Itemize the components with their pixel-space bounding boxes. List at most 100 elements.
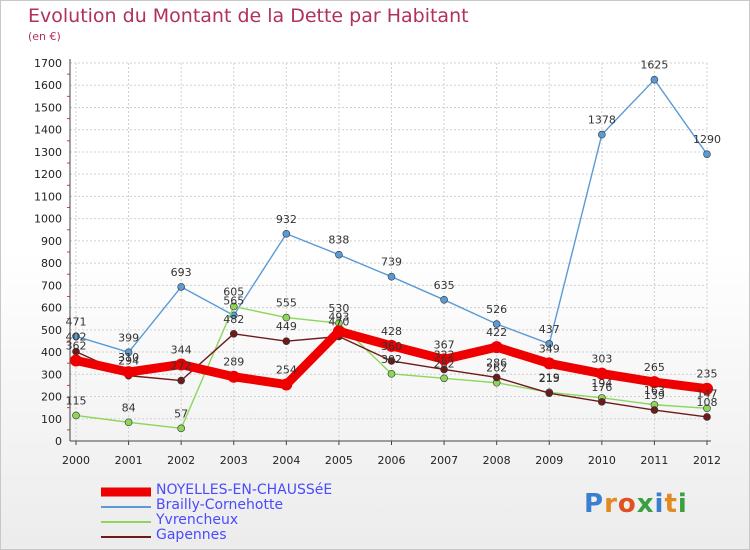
data-label-0: 493: [328, 310, 349, 323]
data-label-0: 303: [591, 353, 612, 366]
series-point-0: [701, 382, 713, 395]
data-label-0: 289: [223, 356, 244, 369]
data-label-3: 286: [486, 356, 507, 369]
data-label-0: 422: [486, 326, 507, 339]
data-label-3: 139: [644, 389, 665, 402]
x-tick-label: 2005: [325, 454, 353, 467]
data-label-2: 194: [591, 377, 612, 390]
series-point-1: [703, 150, 711, 158]
data-label-3: 294: [118, 355, 139, 368]
logo-letter: t: [664, 489, 678, 519]
data-label-1: 1378: [588, 114, 616, 127]
chart-unit: (en €): [28, 30, 61, 43]
data-label-2: 302: [381, 353, 402, 366]
series-point-0: [543, 357, 556, 370]
data-label-1: 565: [223, 294, 244, 307]
y-tick-label: 1400: [34, 124, 62, 137]
data-label-2: 163: [644, 384, 665, 397]
data-label-1: 932: [276, 213, 297, 226]
series-point-0: [438, 353, 451, 366]
series-point-0: [70, 354, 82, 367]
series-point-0: [595, 367, 608, 380]
series-point-2: [124, 418, 133, 427]
series-point-0: [332, 325, 345, 338]
data-label-2: 282: [434, 357, 455, 370]
x-tick-label: 2003: [220, 454, 248, 467]
x-tick-label: 2006: [378, 454, 406, 467]
series-point-1: [72, 332, 80, 341]
data-label-1: 1625: [640, 59, 668, 72]
series-point-1: [177, 283, 185, 291]
series-point-0: [385, 339, 398, 352]
series-point-0: [280, 378, 293, 391]
y-tick-label: 1200: [34, 168, 62, 181]
data-label-3: 482: [223, 313, 244, 326]
x-tick-label: 2011: [640, 454, 668, 467]
x-tick-label: 2002: [167, 454, 195, 467]
legend-label-1: Brailly-Cornehotte: [156, 497, 284, 513]
series-point-1: [598, 130, 606, 139]
legend-label-2: Yvrencheux: [156, 512, 239, 528]
data-label-2: 605: [223, 285, 244, 298]
logo-letter: P: [584, 489, 605, 519]
y-tick-label: 600: [41, 302, 62, 315]
data-label-0: 344: [171, 344, 192, 357]
series-point-1: [492, 320, 501, 328]
data-label-3: 449: [276, 320, 297, 333]
data-label-3: 402: [66, 331, 87, 344]
y-tick-label: 300: [41, 368, 62, 381]
series-point-2: [387, 370, 396, 378]
data-label-1: 1290: [693, 133, 721, 146]
logo-letter: x: [636, 489, 655, 519]
logo-letter: i: [654, 489, 665, 519]
y-tick-label: 800: [41, 257, 62, 270]
data-label-3: 322: [434, 348, 455, 361]
series-point-0: [122, 366, 135, 379]
data-label-1: 693: [171, 266, 192, 279]
series-point-0: [490, 341, 503, 354]
data-label-3: 215: [539, 372, 560, 385]
y-tick-label: 500: [41, 324, 62, 337]
legend-swatch-2: [101, 521, 151, 523]
data-label-1: 471: [66, 315, 87, 328]
data-label-3: 272: [171, 360, 192, 373]
data-label-0: 310: [118, 351, 139, 364]
data-label-0: 349: [539, 342, 560, 355]
data-label-3: 360: [381, 340, 402, 353]
data-label-0: 254: [276, 364, 297, 377]
data-label-1: 739: [381, 256, 402, 269]
y-tick-label: 1100: [34, 190, 62, 203]
series-point-3: [492, 373, 501, 382]
series-point-3: [229, 330, 238, 338]
data-label-1: 838: [328, 234, 349, 247]
x-tick-label: 2000: [62, 454, 90, 467]
data-label-2: 530: [328, 302, 349, 315]
logo-letter: o: [617, 489, 637, 519]
data-label-0: 367: [434, 338, 455, 351]
series-point-0: [648, 376, 661, 389]
series-point-1: [440, 296, 448, 304]
series-point-2: [72, 411, 80, 420]
data-label-0: 362: [66, 340, 87, 353]
y-tick-label: 100: [41, 413, 62, 426]
y-tick-label: 0: [55, 435, 62, 448]
data-label-2: 84: [122, 401, 136, 414]
data-label-3: 470: [328, 315, 349, 328]
data-label-3: 108: [697, 396, 718, 409]
series-point-1: [282, 229, 291, 238]
y-tick-label: 900: [41, 235, 62, 248]
data-label-0: 235: [697, 368, 718, 381]
series-point-1: [545, 340, 554, 348]
logo-letter: r: [604, 489, 618, 519]
x-tick-label: 2010: [588, 454, 616, 467]
series-point-1: [335, 250, 343, 259]
y-tick-label: 1600: [34, 79, 62, 92]
data-label-0: 265: [644, 361, 665, 374]
x-tick-label: 2004: [272, 454, 300, 467]
y-tick-label: 1300: [34, 146, 62, 159]
y-tick-label: 1500: [34, 101, 62, 114]
data-label-1: 399: [118, 331, 139, 344]
series-point-3: [282, 337, 291, 345]
